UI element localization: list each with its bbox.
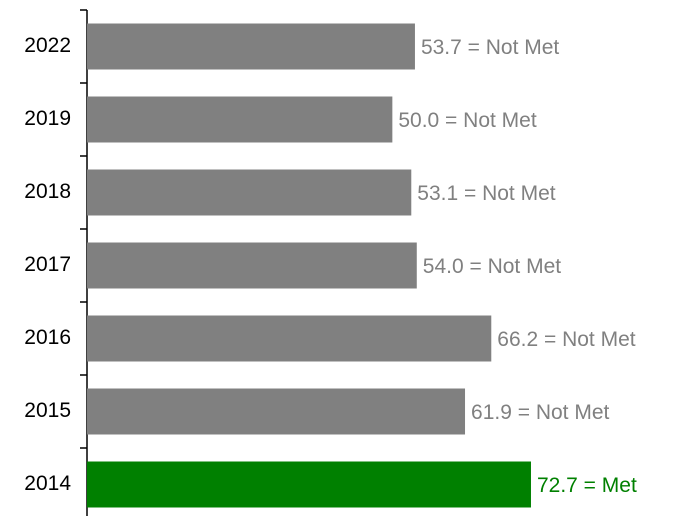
bar bbox=[87, 388, 466, 435]
bar bbox=[87, 242, 417, 289]
y-tick-label: 2015 bbox=[24, 399, 71, 422]
y-tick-label: 2017 bbox=[24, 253, 71, 276]
y-tick-label: 2014 bbox=[24, 472, 71, 495]
bar bbox=[87, 169, 412, 216]
value-label: 66.2 = Not Met bbox=[497, 328, 635, 351]
y-tick-label: 2022 bbox=[24, 34, 71, 57]
y-tick-label: 2018 bbox=[24, 180, 71, 203]
bar bbox=[87, 23, 415, 70]
value-label: 50.0 = Not Met bbox=[398, 109, 536, 132]
value-label: 54.0 = Not Met bbox=[423, 255, 561, 278]
bar bbox=[87, 315, 492, 362]
value-label: 53.1 = Not Met bbox=[417, 182, 555, 205]
y-tick-label: 2016 bbox=[24, 326, 71, 349]
value-label: 72.7 = Met bbox=[537, 474, 637, 497]
value-label: 53.7 = Not Met bbox=[421, 36, 559, 59]
bar bbox=[87, 96, 393, 143]
y-tick-label: 2019 bbox=[24, 107, 71, 130]
bar bbox=[87, 461, 531, 508]
value-label: 61.9 = Not Met bbox=[471, 401, 609, 424]
